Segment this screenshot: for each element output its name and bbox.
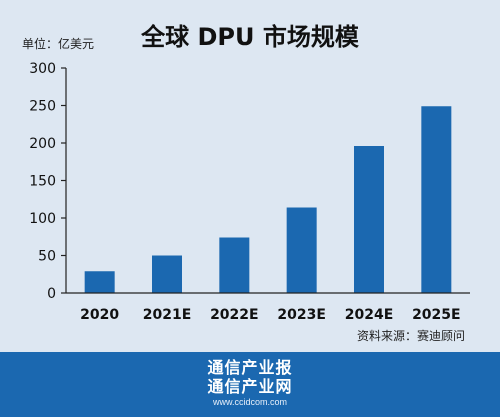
- logo-url: www.ccidcom.com: [212, 397, 287, 407]
- y-axis-ticks: 0 50 100 150 200 250 300: [29, 61, 66, 302]
- y-tick-label: 200: [29, 136, 56, 152]
- x-tick-label: 2023E: [277, 307, 326, 323]
- x-axis-ticks: 2020 2021E 2022E 2023E 2024E 2025E: [80, 307, 460, 323]
- x-tick-label: 2020: [80, 307, 119, 323]
- bar-2023E[interactable]: [286, 207, 317, 294]
- y-tick-label: 250: [29, 99, 56, 115]
- bar-2022E[interactable]: [219, 237, 250, 294]
- bar-2025E[interactable]: [421, 106, 452, 293]
- bar-2024E[interactable]: [354, 146, 384, 293]
- x-tick-label: 2025E: [412, 307, 461, 323]
- chart-title: 全球 DPU 市场规模: [140, 23, 360, 51]
- source-note: 资料来源：赛迪顾问: [357, 328, 465, 343]
- logo-line2: 通信产业网: [207, 377, 293, 396]
- bars: [84, 106, 452, 294]
- y-tick-label: 300: [29, 61, 56, 77]
- y-tick-label: 0: [47, 286, 56, 302]
- x-tick-label: 2022E: [210, 307, 259, 323]
- logo-line1: 通信产业报: [207, 358, 293, 377]
- bar-2020[interactable]: [84, 271, 115, 293]
- unit-label: 单位：亿美元: [22, 36, 94, 51]
- publisher-logo[interactable]: 通信产业报 通信产业网 www.ccidcom.com: [0, 358, 500, 408]
- y-tick-label: 50: [38, 249, 56, 265]
- bar-chart: 全球 DPU 市场规模 单位：亿美元 0 50 100 150 200 250 300 20…: [22, 23, 470, 343]
- y-tick-label: 150: [29, 174, 56, 190]
- x-tick-label: 2021E: [143, 307, 192, 323]
- y-tick-label: 100: [29, 211, 56, 227]
- bar-2021E[interactable]: [152, 255, 182, 294]
- x-tick-label: 2024E: [345, 307, 394, 323]
- footer-banner: 通信产业报 通信产业网 www.ccidcom.com: [0, 352, 500, 417]
